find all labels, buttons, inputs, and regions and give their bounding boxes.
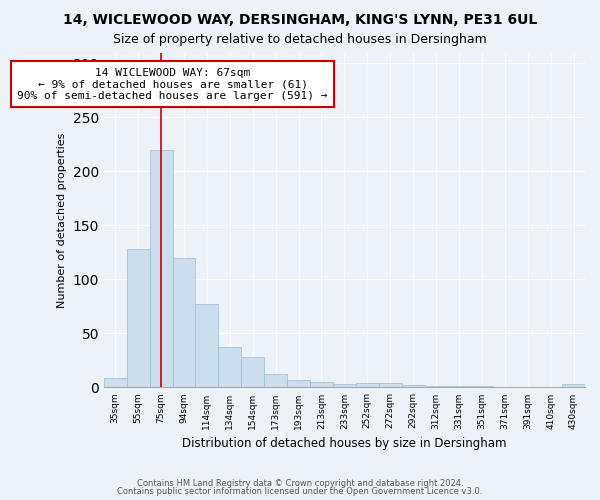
Bar bbox=[379, 383, 401, 388]
Bar bbox=[241, 357, 264, 388]
Text: 14, WICLEWOOD WAY, DERSINGHAM, KING'S LYNN, PE31 6UL: 14, WICLEWOOD WAY, DERSINGHAM, KING'S LY… bbox=[63, 12, 537, 26]
X-axis label: Distribution of detached houses by size in Dersingham: Distribution of detached houses by size … bbox=[182, 437, 506, 450]
Bar bbox=[562, 384, 585, 388]
Bar bbox=[264, 374, 287, 388]
Bar bbox=[104, 378, 127, 388]
Bar bbox=[287, 380, 310, 388]
Text: Contains public sector information licensed under the Open Government Licence v3: Contains public sector information licen… bbox=[118, 487, 482, 496]
Text: Size of property relative to detached houses in Dersingham: Size of property relative to detached ho… bbox=[113, 32, 487, 46]
Text: 14 WICLEWOOD WAY: 67sqm
← 9% of detached houses are smaller (61)
90% of semi-det: 14 WICLEWOOD WAY: 67sqm ← 9% of detached… bbox=[17, 68, 328, 101]
Bar bbox=[425, 386, 448, 388]
Bar bbox=[356, 383, 379, 388]
Bar bbox=[470, 386, 493, 388]
Bar bbox=[149, 150, 173, 388]
Bar bbox=[173, 258, 196, 388]
Bar bbox=[401, 386, 425, 388]
Y-axis label: Number of detached properties: Number of detached properties bbox=[57, 132, 67, 308]
Bar bbox=[127, 249, 149, 388]
Bar bbox=[218, 348, 241, 388]
Text: Contains HM Land Registry data © Crown copyright and database right 2024.: Contains HM Land Registry data © Crown c… bbox=[137, 478, 463, 488]
Bar bbox=[196, 304, 218, 388]
Bar bbox=[448, 386, 470, 388]
Bar bbox=[310, 382, 333, 388]
Bar bbox=[333, 384, 356, 388]
